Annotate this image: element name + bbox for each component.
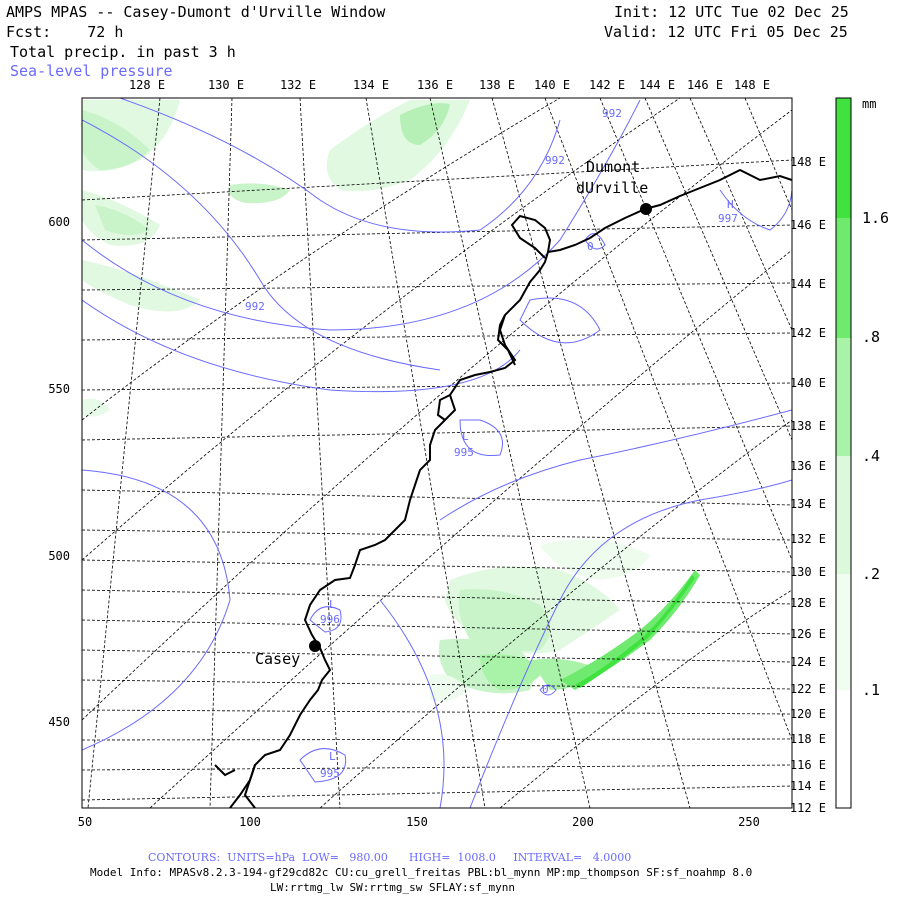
contour-label: 997: [718, 212, 738, 225]
casey-label: Casey: [255, 650, 300, 668]
contour-label: 992: [545, 154, 565, 167]
top-longitude-labels: 128 E 130 E 132 E 134 E 136 E 138 E 140 E 142 E…: [129, 78, 770, 92]
colorbar-segment: [836, 690, 851, 808]
y-tick-label: 450: [48, 715, 70, 729]
dumont-durville-station-marker: [640, 203, 652, 215]
right-longitude-labels: 148 E 146 E 144 E 142 E 140 E 138 E 136 E 134 E…: [790, 155, 826, 815]
right-lon-label: 142 E: [790, 326, 826, 340]
x-tick-label: 100: [239, 815, 261, 829]
contour-label: 995: [320, 767, 340, 780]
dumont-label-line1: Dumont: [586, 158, 640, 176]
top-lon-label: 146 E: [687, 78, 723, 92]
y-axis: 600 550 500 450: [48, 215, 70, 729]
right-lon-label: 126 E: [790, 627, 826, 641]
right-lon-label: 144 E: [790, 277, 826, 291]
valid-time: Valid: 12 UTC Fri 05 Dec 25: [604, 23, 848, 41]
contour-label: 995: [454, 446, 474, 459]
y-tick-label: 550: [48, 382, 70, 396]
right-lon-label: 112 E: [790, 801, 826, 815]
top-lon-label: 138 E: [479, 78, 515, 92]
right-lon-label: 138 E: [790, 419, 826, 433]
map-title: AMPS MPAS -- Casey-Dumont d'Urville Wind…: [6, 3, 386, 21]
top-lon-label: 130 E: [208, 78, 244, 92]
dumont-label-line2: dUrville: [576, 179, 648, 197]
right-lon-label: 134 E: [790, 497, 826, 511]
model-info-line2: LW:rrtmg_lw SW:rrtmg_sw SFLAY:sf_mynn: [270, 881, 516, 894]
right-lon-label: 118 E: [790, 732, 826, 746]
forecast-hour: Fcst: 72 h: [6, 23, 124, 41]
colorbar-label: .8: [862, 328, 880, 346]
top-lon-label: 148 E: [734, 78, 770, 92]
contour-label: L: [329, 750, 336, 763]
top-lon-label: 144 E: [639, 78, 675, 92]
contour-label: L: [462, 430, 469, 443]
slp-contours: [82, 98, 792, 808]
contour-label: L: [329, 598, 336, 611]
contour-label: 992: [245, 300, 265, 313]
colorbar-segment: [836, 98, 851, 218]
x-tick-label: 250: [738, 815, 760, 829]
contour-labels: 992 992 992 997 H 995 L 996 L 995 L 0 0: [245, 107, 738, 780]
coastline: [214, 168, 792, 808]
top-lon-label: 142 E: [589, 78, 625, 92]
right-lon-label: 136 E: [790, 459, 826, 473]
overlay-name: Sea-level pressure: [10, 62, 173, 80]
right-lon-label: 124 E: [790, 655, 826, 669]
contour-label: 0: [542, 683, 549, 696]
colorbar-segment: [836, 574, 851, 690]
y-tick-label: 500: [48, 549, 70, 563]
right-lon-label: 146 E: [790, 218, 826, 232]
model-info: Model Info: MPASv8.2.3-194-gf29cd82c CU:…: [90, 866, 753, 879]
casey-station-marker: [309, 640, 321, 652]
right-lon-label: 122 E: [790, 682, 826, 696]
x-tick-label: 200: [572, 815, 594, 829]
init-time: Init: 12 UTC Tue 02 Dec 25: [614, 3, 849, 21]
colorbar-label: .4: [862, 447, 880, 465]
plot-frame: [81, 97, 793, 809]
colorbar-label: 1.6: [862, 209, 889, 227]
field-name: Total precip. in past 3 h: [10, 43, 236, 61]
contour-label: 996: [320, 613, 340, 626]
top-lon-label: 132 E: [280, 78, 316, 92]
right-lon-label: 116 E: [790, 758, 826, 772]
colorbar: mm 1.6 .8 .4 .2 .1: [835, 97, 889, 809]
colorbar-label: .1: [862, 681, 880, 699]
top-lon-label: 128 E: [129, 78, 165, 92]
x-tick-label: 50: [78, 815, 92, 829]
right-lon-label: 120 E: [790, 707, 826, 721]
y-tick-label: 600: [48, 215, 70, 229]
top-lon-label: 140 E: [534, 78, 570, 92]
lat-lon-grid: [82, 98, 792, 808]
contour-label: 0: [587, 240, 594, 253]
x-tick-label: 150: [406, 815, 428, 829]
right-lon-label: 140 E: [790, 376, 826, 390]
right-lon-label: 128 E: [790, 596, 826, 610]
colorbar-unit: mm: [862, 97, 876, 111]
top-lon-label: 134 E: [353, 78, 389, 92]
x-axis: 50 100 150 200 250: [78, 815, 760, 829]
colorbar-segment: [836, 338, 851, 456]
right-lon-label: 130 E: [790, 565, 826, 579]
right-lon-label: 132 E: [790, 532, 826, 546]
contour-label: H: [727, 198, 734, 211]
contour-info: CONTOURS: UNITS=hPa LOW= 980.00 HIGH= 10…: [148, 851, 632, 864]
top-lon-label: 136 E: [417, 78, 453, 92]
right-lon-label: 148 E: [790, 155, 826, 169]
colorbar-segment: [836, 456, 851, 574]
contour-label: 992: [602, 107, 622, 120]
colorbar-segment: [836, 218, 851, 338]
right-lon-label: 114 E: [790, 779, 826, 793]
colorbar-label: .2: [862, 565, 880, 583]
